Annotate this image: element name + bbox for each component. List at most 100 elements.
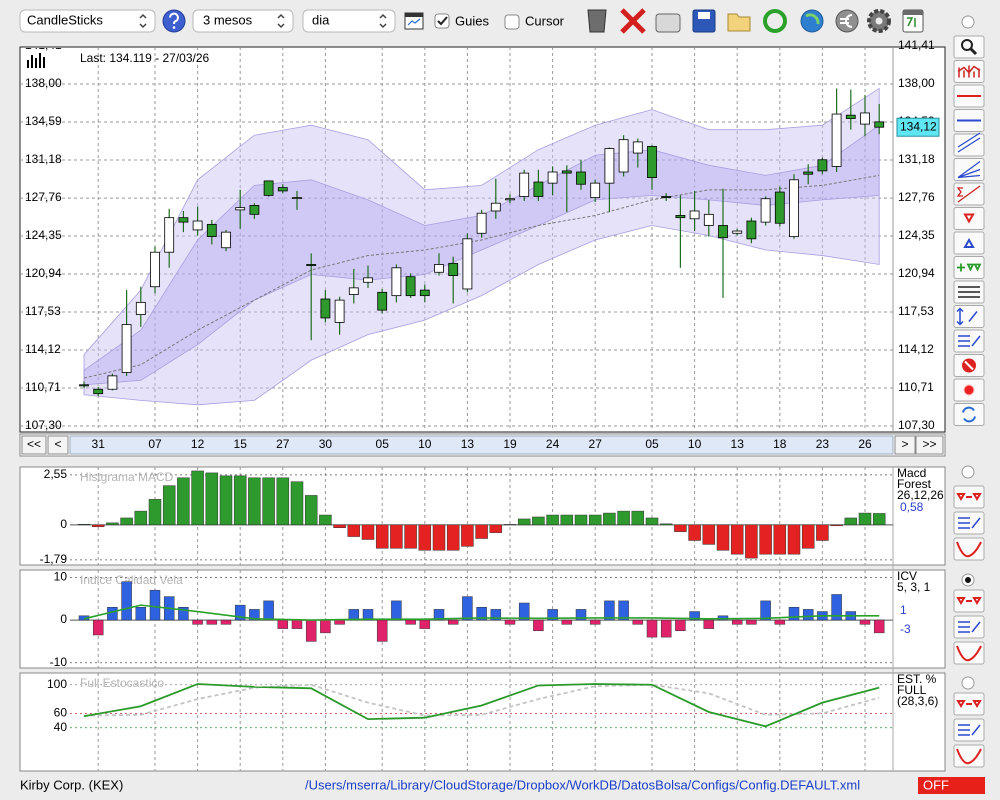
nav-button[interactable]	[21, 435, 47, 455]
candle-body	[675, 215, 686, 219]
histogram-bar	[391, 600, 402, 621]
histogram-bar	[405, 619, 416, 625]
y2-tick-label: 107,30	[898, 418, 935, 432]
y-tick-label: 2,55	[44, 467, 68, 481]
histogram-bar	[489, 524, 503, 533]
window-icon	[405, 13, 423, 17]
tool-button[interactable]	[953, 641, 985, 665]
y-tick-label: 134,59	[25, 114, 62, 128]
delete-button[interactable]	[587, 9, 607, 33]
candle-body	[377, 291, 388, 311]
histogram-bar	[461, 524, 474, 547]
scan-button[interactable]	[655, 13, 681, 33]
histogram-bar	[760, 600, 771, 621]
price-title: Last: 134.119 - 27/03/26	[80, 51, 210, 65]
period-select[interactable]	[192, 9, 294, 33]
candle-body	[235, 207, 246, 211]
histogram-bar	[844, 517, 858, 526]
histogram-bar	[205, 472, 219, 526]
indicator-label: FULL	[897, 683, 927, 697]
radio-dot	[965, 577, 971, 583]
candle-body	[718, 225, 728, 239]
candle-body	[789, 179, 799, 238]
candle-body	[533, 181, 544, 197]
tool-button[interactable]	[953, 305, 985, 328]
mode-indicator[interactable]	[918, 777, 985, 794]
histogram-bar	[617, 510, 630, 526]
y-tick-label: 0	[60, 517, 67, 531]
toolbar-icons	[587, 8, 924, 34]
candle-body	[519, 172, 530, 197]
tool-icon	[957, 65, 981, 78]
refresh-button[interactable]	[763, 9, 787, 33]
tool-button[interactable]	[953, 403, 985, 426]
histogram-bar	[674, 524, 687, 532]
nav-button[interactable]	[47, 435, 69, 455]
candle-body	[93, 388, 104, 395]
histogram-bar	[873, 619, 885, 634]
x-tick-label: 13	[461, 437, 475, 451]
y-tick-label: -10	[50, 655, 68, 669]
nav-label: <	[54, 437, 61, 451]
y-tick-label: 131,18	[25, 152, 62, 166]
histogram-bar	[517, 518, 531, 526]
tool-button[interactable]	[953, 35, 985, 59]
candle-body	[164, 217, 175, 253]
tool-button[interactable]	[953, 231, 985, 255]
histogram-bar	[816, 524, 829, 541]
y2-tick-label: 124,35	[898, 228, 935, 242]
histogram-bar	[490, 609, 502, 621]
y2-tick-label: 117,53	[898, 304, 934, 318]
interval-select[interactable]	[302, 9, 396, 33]
candle-body	[590, 182, 601, 199]
mode-label: OFF	[923, 777, 949, 792]
x-tick-label: 05	[645, 437, 659, 451]
histogram-bar	[219, 475, 233, 526]
candle-body	[348, 287, 359, 295]
candle-body	[391, 267, 402, 297]
histogram-bar	[660, 619, 672, 638]
chart-type-value: CandleSticks	[27, 12, 103, 27]
cursor-checkbox[interactable]	[504, 14, 520, 30]
histogram-bar	[745, 524, 758, 559]
guides-checkbox[interactable]	[434, 13, 450, 29]
histogram-bar	[787, 524, 801, 555]
histogram-bar	[646, 619, 658, 638]
histogram-bar	[533, 619, 544, 631]
x-tick-label: 31	[92, 437, 106, 451]
histogram-bar	[149, 589, 161, 621]
clear-button[interactable]	[620, 8, 646, 34]
panel-title: Histgrama MACD	[80, 470, 174, 484]
sync-button[interactable]	[800, 9, 824, 33]
histogram-bar	[730, 524, 744, 555]
histogram-bar	[604, 600, 615, 621]
nav-button[interactable]	[894, 435, 916, 455]
panel-radio[interactable]	[961, 15, 975, 29]
tool-button[interactable]	[953, 744, 985, 768]
open-button[interactable]	[727, 13, 751, 32]
histogram-bar	[645, 517, 659, 526]
candle-body	[774, 191, 785, 224]
histogram-bar	[319, 514, 332, 526]
indicator-label: Forest	[897, 477, 932, 491]
panel-radio[interactable]	[961, 676, 975, 690]
histogram-bar	[404, 524, 417, 549]
panel-radio[interactable]	[961, 465, 975, 479]
nav-label: <<	[27, 437, 41, 451]
histogram-bar	[575, 609, 587, 621]
scroll-thumb[interactable]	[69, 435, 894, 455]
select-chevron	[277, 13, 285, 29]
chart-type-select[interactable]	[19, 9, 156, 33]
stochastic-panel	[19, 672, 946, 772]
config-path-link[interactable]: /Users/mserra/Library/CloudStorage/Dropb…	[305, 777, 860, 792]
histogram-bar	[333, 524, 346, 529]
nav-button[interactable]	[915, 435, 944, 455]
x-tick-label: 10	[688, 437, 702, 451]
candle-body	[561, 170, 572, 174]
histogram-bar	[532, 516, 545, 526]
candle-body	[476, 212, 487, 234]
tool-button[interactable]	[953, 207, 985, 230]
tool-button[interactable]	[953, 537, 985, 561]
help-button[interactable]	[162, 9, 186, 33]
